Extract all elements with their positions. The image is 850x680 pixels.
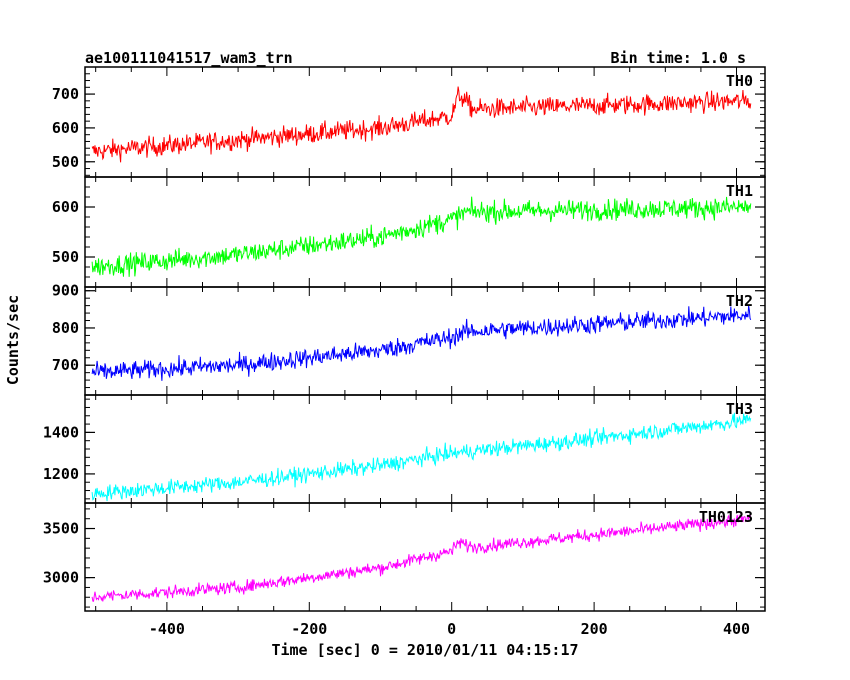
y-tick-label: 800 (52, 319, 79, 337)
panel-th2: 700 800 900 TH2 (52, 282, 766, 396)
y-tick-label: 500 (52, 248, 79, 266)
series-line-th2 (91, 305, 752, 381)
panel-label-th2: TH2 (726, 292, 753, 310)
panel-frame (84, 394, 766, 504)
panels-group: 500 600 700 TH0 500 600 TH1 700 800 900 TH2 1200 140… (43, 66, 766, 612)
panel-frame (84, 502, 766, 612)
panel-label-th3: TH3 (726, 400, 753, 418)
series-line-th1 (91, 196, 752, 277)
x-tick-label: -400 (149, 620, 185, 638)
bin-time-label: Bin time: 1.0 s (611, 49, 746, 67)
y-tick-label: 600 (52, 119, 79, 137)
y-tick-label: 3000 (43, 569, 79, 587)
y-tick-label: 600 (52, 198, 79, 216)
y-axis-label: Counts/sec (4, 295, 22, 385)
series-line-th0123 (91, 513, 752, 602)
x-axis-label: Time [sec] 0 = 2010/01/11 04:15:17 (271, 641, 578, 659)
y-tick-label: 1200 (43, 465, 79, 483)
y-tick-label: 700 (52, 85, 79, 103)
y-tick-label: 1400 (43, 423, 79, 441)
panel-th3: 1200 1400 TH3 (43, 394, 766, 504)
panel-th0: 500 600 700 TH0 (52, 66, 766, 178)
y-tick-label: 500 (52, 153, 79, 171)
panel-frame (84, 176, 766, 288)
y-tick-label: 700 (52, 356, 79, 374)
x-tick-label: -200 (291, 620, 327, 638)
x-tick-label: 200 (581, 620, 608, 638)
y-tick-label: 3500 (43, 520, 79, 538)
chart-title: ae100111041517_wam3_trn (85, 49, 293, 67)
panel-label-th0: TH0 (726, 72, 753, 90)
y-tick-label: 900 (52, 282, 79, 300)
series-line-th0 (91, 86, 752, 163)
panel-th0123: 3000 3500 TH0123 (43, 502, 766, 612)
panel-label-th1: TH1 (726, 182, 753, 200)
x-tick-label: 400 (723, 620, 750, 638)
panel-label-th0123: TH0123 (699, 508, 753, 526)
x-axis: -400 -200 0 200 400 (149, 620, 750, 638)
x-tick-label: 0 (447, 620, 456, 638)
panel-th1: 500 600 TH1 (52, 176, 766, 288)
series-line-th3 (91, 412, 752, 502)
